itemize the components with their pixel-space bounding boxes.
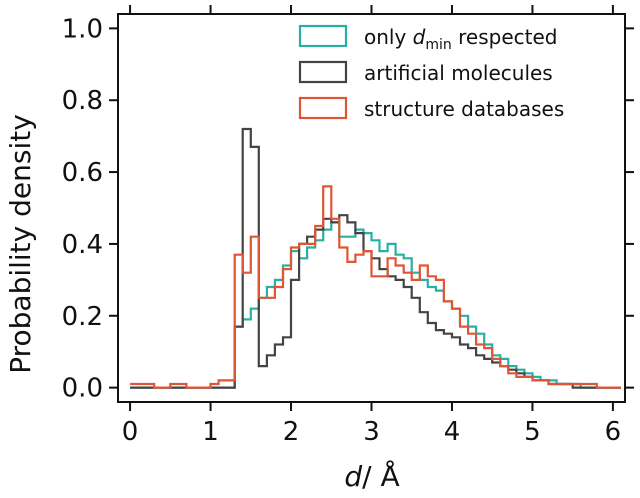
legend-label-1-pre: artificial molecules [364,61,553,85]
y-tick-label: 1.0 [62,14,103,44]
x-axis-label-italic: d [344,460,362,493]
x-tick-label: 6 [605,417,622,447]
y-tick-label: 0.2 [62,302,103,332]
legend-label-1: artificial molecules [364,61,553,85]
legend-label-0-pre: only [364,25,413,49]
x-tick-label: 5 [524,417,541,447]
legend-swatch-2 [298,96,348,120]
legend-label-0-sub: min [425,37,451,53]
legend-label-0-italic: d [413,25,426,49]
legend: only dmin respected artificial molecules s… [298,24,564,121]
y-tick-label: 0.4 [62,230,103,260]
y-tick-label: 0.8 [62,86,103,116]
y-axis-label: Probability density [4,114,37,374]
x-tick-label: 2 [283,417,300,447]
y-tick-label: 0.0 [62,374,103,404]
y-tick-label: 0.6 [62,158,103,188]
x-axis-label: d/ Å [344,459,399,493]
x-tick-label: 4 [444,417,461,447]
legend-swatch-1 [298,60,348,84]
legend-label-0-post: respected [452,25,558,49]
legend-label-2: structure databases [364,97,564,121]
series-layer [130,127,621,389]
series-line-1 [130,127,621,389]
legend-label-0: only dmin respected [364,25,557,53]
x-axis-label-unit: / Å [362,459,400,493]
series-line-0 [130,221,621,389]
x-tick-label: 3 [363,417,380,447]
series-line-2 [130,185,621,389]
x-tick-label: 1 [202,417,219,447]
legend-swatch-0 [298,24,348,48]
x-tick-label: 0 [122,417,139,447]
tick-layer: 0 1 2 3 4 5 6 0.0 0.2 0.4 0.6 0.8 1.0 [62,5,634,447]
legend-label-2-pre: structure databases [364,97,564,121]
